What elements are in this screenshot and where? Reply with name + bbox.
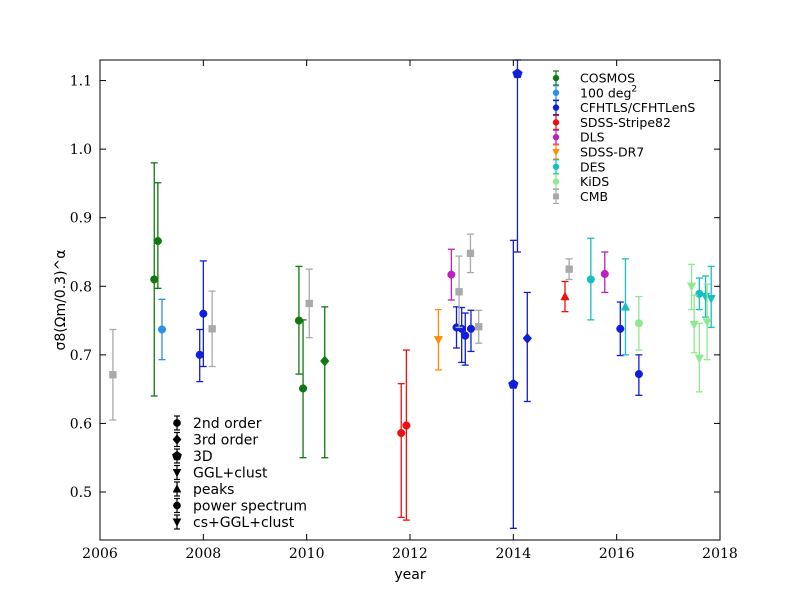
data-point xyxy=(299,384,308,393)
data-point xyxy=(620,301,631,311)
x-tick-label: 2016 xyxy=(599,546,635,562)
x-tick-label: 2010 xyxy=(289,546,325,562)
legend-label: 100 deg2 xyxy=(580,84,637,100)
legend-label: DLS xyxy=(580,130,605,145)
data-point xyxy=(686,282,697,292)
mlegend-marker xyxy=(173,419,181,427)
legend-marker xyxy=(552,74,560,82)
legend-marker xyxy=(552,119,560,126)
data-point xyxy=(199,309,208,318)
series-dls xyxy=(447,248,609,301)
data-point xyxy=(157,325,167,334)
data-point xyxy=(294,316,303,325)
mlegend-label: peaks xyxy=(193,482,234,498)
y-tick-label: 0.8 xyxy=(70,279,92,295)
legend-marker xyxy=(552,104,560,111)
x-tick-label: 2018 xyxy=(702,546,738,562)
series-kids xyxy=(634,263,712,393)
data-point xyxy=(634,319,643,328)
series-100-deg-2 xyxy=(157,298,167,361)
y-tick-label: 0.6 xyxy=(70,416,92,432)
series-cosmos xyxy=(150,162,330,459)
data-point xyxy=(475,323,483,331)
data-point xyxy=(109,371,117,379)
mlegend-marker xyxy=(172,518,182,527)
data-point xyxy=(694,354,704,364)
mlegend-label: 3rd order xyxy=(193,433,258,449)
data-point xyxy=(455,288,463,296)
x-tick-label: 2014 xyxy=(496,546,532,562)
legend-label: DES xyxy=(580,159,606,174)
y-axis-label: σ8(Ωm/0.3)^α xyxy=(53,250,69,351)
data-point xyxy=(706,294,716,304)
mlegend-marker xyxy=(172,469,182,478)
legend-marker xyxy=(552,89,560,97)
x-tick-label: 2006 xyxy=(82,546,118,562)
data-point xyxy=(195,350,204,359)
data-point xyxy=(560,291,570,301)
data-point xyxy=(702,318,712,328)
data-point xyxy=(153,236,162,246)
data-point xyxy=(600,269,609,278)
y-tick-label: 1.0 xyxy=(70,142,92,158)
legend-marker xyxy=(552,133,560,141)
mlegend-marker xyxy=(172,450,182,461)
data-point xyxy=(508,378,519,389)
legend-label: KiDS xyxy=(580,174,609,189)
data-point xyxy=(433,336,444,345)
axes-layer: 2006 2008 2010 2012 2014 2016 2018 0.5 0.6 0.7 0.8… xyxy=(70,59,738,562)
data-point xyxy=(208,325,216,333)
legend-marker xyxy=(552,149,560,157)
series-sdss-dr7 xyxy=(433,308,444,371)
data-point xyxy=(461,331,470,340)
data-point xyxy=(565,265,573,273)
series-layer xyxy=(109,59,716,529)
data-point xyxy=(320,355,330,367)
legend-label: CFHTLS/CFHTLenS xyxy=(580,100,695,115)
mlegend-label: 3D xyxy=(193,449,213,465)
legend-label: CMB xyxy=(580,189,608,204)
data-point xyxy=(634,370,643,379)
series-sdss-stripe82 xyxy=(397,280,570,521)
legend-marker xyxy=(552,178,560,185)
data-point xyxy=(305,299,313,308)
data-point xyxy=(447,270,456,279)
data-point xyxy=(586,275,595,284)
data-point xyxy=(522,332,532,344)
series-cmb xyxy=(109,233,573,421)
y-tick-label: 0.5 xyxy=(70,485,92,501)
mlegend-label: cs+GGL+clust xyxy=(193,515,295,531)
mlegend-label: GGL+clust xyxy=(193,466,268,482)
data-point xyxy=(397,428,406,438)
mlegend-marker xyxy=(172,434,182,445)
legend-label: COSMOS xyxy=(580,71,635,86)
mlegend-label: power spectrum xyxy=(193,499,307,515)
y-tick-label: 0.7 xyxy=(70,348,92,364)
mlegend-marker xyxy=(172,484,182,493)
data-point xyxy=(402,421,411,430)
x-tick-label: 2012 xyxy=(392,546,428,562)
legend-label: SDSS-Stripe82 xyxy=(580,115,671,130)
data-point xyxy=(150,275,159,284)
y-tick-label: 0.9 xyxy=(70,211,92,227)
mlegend-label: 2nd order xyxy=(193,416,262,432)
legend-marker xyxy=(552,163,560,171)
data-point xyxy=(466,249,475,258)
mlegend-marker xyxy=(173,501,181,510)
y-tick-label: 1.1 xyxy=(70,74,92,90)
data-point xyxy=(466,324,476,333)
x-tick-label: 2008 xyxy=(186,546,222,562)
x-axis-label: year xyxy=(394,567,425,583)
data-point xyxy=(512,68,523,79)
data-point xyxy=(616,324,625,333)
legend-marker xyxy=(553,193,559,200)
legend-label: SDSS-DR7 xyxy=(580,145,644,160)
series-des xyxy=(586,237,716,356)
